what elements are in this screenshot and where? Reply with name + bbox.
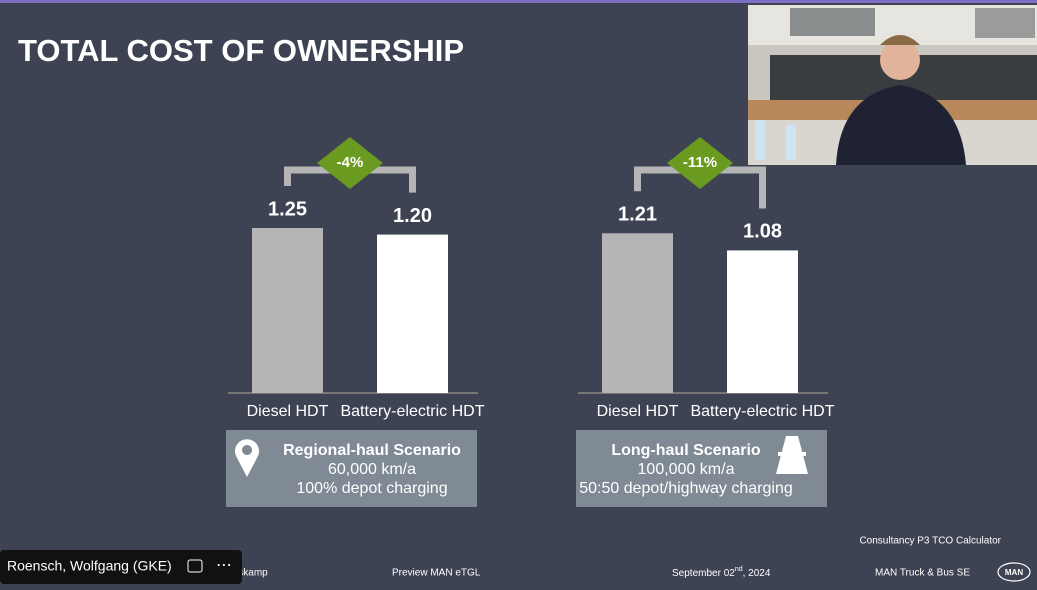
diff-label: -4%	[337, 154, 364, 171]
logo-ring	[997, 562, 1031, 582]
scenario-charging: 100% depot charging	[296, 480, 447, 497]
bar	[377, 234, 448, 393]
participant-tag: Roensch, Wolfgang (GKE) ⋯	[0, 550, 242, 584]
bar	[252, 228, 323, 393]
source-note: Consultancy P3 TCO Calculator	[859, 536, 1001, 547]
scenario-distance: 60,000 km/a	[328, 461, 416, 478]
scenario-title: Regional-haul Scenario	[283, 442, 461, 459]
date-text: , 2024	[743, 568, 771, 579]
diff-diamond	[667, 137, 733, 189]
scenario-distance: 100,000 km/a	[638, 461, 735, 478]
diff-diamond	[317, 137, 383, 189]
highway-icon	[776, 436, 808, 474]
diff-label: -11%	[683, 154, 717, 171]
value-label: 1.20	[393, 205, 432, 227]
pin-icon	[234, 439, 259, 477]
value-label: 1.08	[743, 221, 782, 243]
tag-bg	[0, 550, 242, 584]
participant-name: Roensch, Wolfgang (GKE)	[7, 558, 172, 574]
category-label: Diesel HDT	[247, 403, 329, 420]
value-label: 1.21	[618, 204, 657, 226]
footer: Alexander Vlaskamp Preview MAN eTGL Sept…	[176, 562, 1031, 582]
scenario-box	[226, 430, 477, 507]
date-sup: nd	[735, 566, 743, 573]
more-button[interactable]: ⋯	[216, 557, 232, 574]
footer-date: September 02nd, 2024	[672, 566, 771, 579]
value-label: 1.25	[268, 198, 307, 220]
slide-title: TOTAL COST OF OWNERSHIP	[18, 33, 464, 68]
bar	[727, 250, 798, 393]
webcam-video	[748, 5, 1037, 165]
window-border	[0, 0, 1037, 3]
category-label: Battery-electric HDT	[340, 403, 484, 420]
category-label: Diesel HDT	[597, 403, 679, 420]
footer-company: MAN Truck & Bus SE	[875, 568, 970, 579]
category-label: Battery-electric HDT	[690, 403, 834, 420]
scenario-charging: 50:50 depot/highway charging	[579, 480, 793, 497]
scenario-title: Long-haul Scenario	[611, 442, 761, 459]
footer-event: Preview MAN eTGL	[392, 568, 481, 579]
bar	[602, 233, 673, 393]
logo: MAN	[1005, 568, 1023, 577]
video-icon[interactable]	[187, 559, 203, 573]
date-text: September 02	[672, 568, 735, 579]
